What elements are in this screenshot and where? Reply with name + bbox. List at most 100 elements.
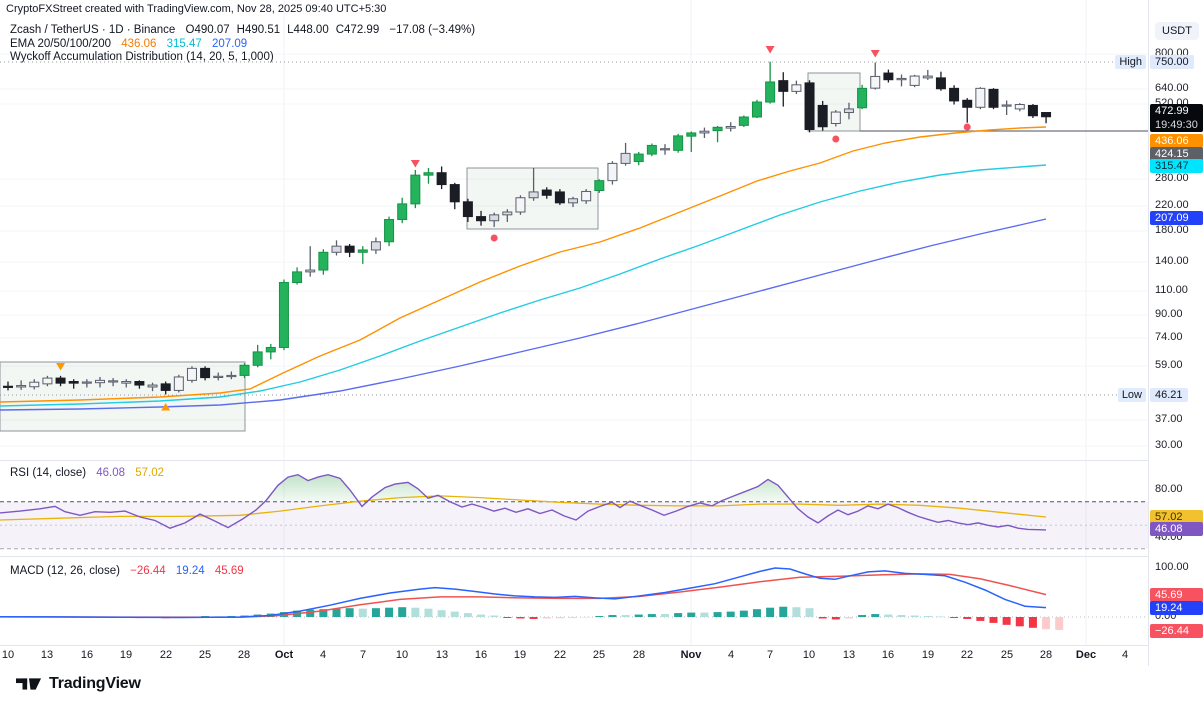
tradingview-brand-text: TradingView: [49, 675, 141, 692]
candle: [436, 172, 447, 186]
axis-badge: 315.47: [1150, 159, 1203, 173]
candle: [935, 77, 946, 90]
rsi-ma-value: 57.02: [135, 467, 165, 479]
candle: [568, 198, 579, 204]
candle: [410, 174, 421, 205]
ema-indicator-label[interactable]: EMA 20/50/100/200: [10, 38, 112, 50]
time-tick: 13: [842, 649, 856, 661]
macd-indicator-label[interactable]: MACD (12, 26, close): [10, 565, 120, 577]
price-axis[interactable]: 800.00 640.00 520.00 280.00 220.00 180.00 140.…: [1149, 0, 1204, 666]
macd-histogram-bar: [897, 615, 906, 617]
macd-histogram-bar: [989, 617, 998, 623]
price-tick: 59.00: [1155, 359, 1183, 371]
candle: [673, 135, 684, 151]
candle: [646, 144, 657, 155]
candle: [857, 87, 868, 109]
wyckoff-indicator-label[interactable]: Wyckoff Accumulation Distribution (14, 2…: [10, 51, 274, 63]
time-tick: 16: [881, 649, 895, 661]
candle: [699, 130, 710, 134]
time-tick: 22: [553, 649, 567, 661]
time-tick: Dec: [1075, 649, 1097, 661]
macd-histogram-bar: [306, 609, 315, 617]
candle: [830, 111, 841, 124]
macd-histogram-bar: [792, 607, 801, 617]
macd-histogram-bar: [424, 608, 433, 617]
candle: [147, 384, 158, 388]
ohlc-value: H490.51: [236, 24, 281, 36]
time-tick: 7: [359, 649, 367, 661]
time-tick: 28: [1039, 649, 1053, 661]
candle: [1027, 104, 1038, 117]
price-tick: 74.00: [1155, 331, 1183, 343]
axis-badge: 424.15: [1150, 147, 1203, 161]
symbol-legend-row: Zcash / TetherUS · 1D · Binance O490.07 H…: [10, 24, 475, 36]
candle: [94, 379, 105, 384]
macd-histogram-bar: [700, 612, 709, 617]
candle: [384, 219, 395, 243]
change-value: −17.08 (−3.49%): [389, 24, 476, 36]
macd-histogram-bar: [687, 612, 696, 617]
currency-toggle-button[interactable]: USDT: [1155, 22, 1199, 40]
symbol-title[interactable]: Zcash / TetherUS · 1D · Binance: [10, 24, 176, 36]
macd-histogram-bar: [345, 608, 354, 617]
candle: [1041, 112, 1052, 118]
macd-histogram-bar: [582, 617, 591, 618]
footer-brand: TradingView: [16, 672, 141, 696]
axis-badge: 46.21: [1150, 388, 1188, 402]
macd-histogram-bar: [726, 611, 735, 617]
macd-histogram-bar: [818, 617, 827, 619]
macd-histogram-bar: [595, 616, 604, 617]
ema100-value: 207.09: [212, 38, 248, 50]
macd-histogram-bar: [844, 617, 853, 619]
axis-badge: 19.24: [1150, 601, 1203, 615]
signal-triangle-down: [56, 363, 66, 371]
macd-histogram-bar: [713, 612, 722, 617]
tradingview-logo-icon[interactable]: [16, 675, 42, 693]
candle: [633, 153, 644, 163]
macd-line: [0, 567, 1047, 619]
watermark-text: CryptoFXStreet created with TradingView.…: [6, 3, 387, 15]
macd-histogram-bar: [398, 607, 407, 617]
time-axis[interactable]: 10 13 16 19 22 25 28 Oct 4 7 10 13 16 19 22 25 28 Nov 4 7 10…: [0, 646, 1148, 666]
price-tick: 640.00: [1155, 82, 1189, 94]
candle: [515, 197, 526, 213]
axis-badge: 750.00: [1150, 55, 1194, 69]
candle: [988, 88, 999, 108]
candle: [200, 367, 211, 379]
candle: [305, 269, 316, 273]
price-tick: 100.00: [1155, 561, 1189, 573]
macd-histogram-bar: [884, 614, 893, 617]
chart-canvas[interactable]: [0, 0, 1204, 666]
candle: [686, 132, 697, 137]
axis-badge: 472.99 19:49:30: [1150, 104, 1203, 132]
axis-badge: 57.02: [1150, 510, 1203, 524]
candle: [489, 214, 500, 222]
macd-histogram-bar: [490, 615, 499, 617]
price-tick: 110.00: [1155, 284, 1188, 296]
candle: [909, 75, 920, 86]
macd-histogram-bar: [739, 610, 748, 617]
signal-triangle-down: [765, 46, 775, 54]
candle: [186, 367, 197, 381]
candle: [318, 251, 329, 271]
candle: [213, 375, 224, 379]
macd-histogram-bar: [477, 614, 486, 617]
candle: [68, 381, 79, 384]
candle: [449, 184, 460, 203]
candle: [108, 380, 119, 383]
candle: [397, 203, 408, 221]
macd-histogram-bar: [923, 616, 932, 617]
candle: [817, 104, 828, 128]
macd-histogram-bar: [358, 608, 367, 617]
time-tick: 28: [237, 649, 251, 661]
candle: [896, 77, 907, 81]
candle: [278, 282, 289, 348]
rsi-indicator-label[interactable]: RSI (14, close): [10, 467, 87, 479]
time-tick: 19: [119, 649, 133, 661]
macd-histogram-bar: [437, 610, 446, 617]
axis-badge: 46.08: [1150, 522, 1203, 536]
macd-histogram-bar: [963, 617, 972, 619]
signal-triangle-down: [410, 160, 420, 168]
macd-histogram-bar: [503, 617, 512, 618]
candle: [922, 75, 933, 79]
